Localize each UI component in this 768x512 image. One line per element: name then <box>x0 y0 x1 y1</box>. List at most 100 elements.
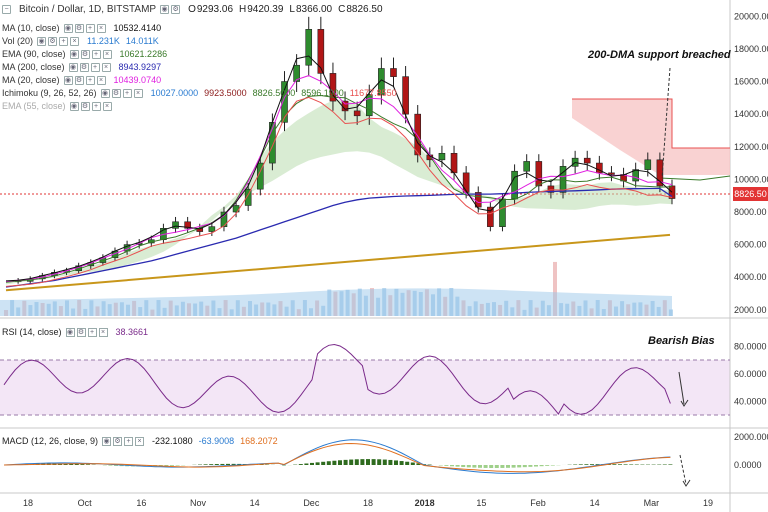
indicator-label: EMA (90, close) <box>2 49 66 59</box>
current-price-tag: 8826.50 <box>733 187 768 201</box>
eye-icon[interactable]: ◉ <box>100 89 110 98</box>
ichimoku-span-a <box>659 175 731 181</box>
price-axis-label: 16000.00 <box>734 77 768 87</box>
macd-histogram-bar <box>511 465 516 468</box>
candle-body <box>172 221 179 229</box>
indicator-row[interactable]: Vol (20) ◉ ⚙ + × 11.231K 14.011K <box>2 35 403 48</box>
indicator-value: 10439.0740 <box>113 75 162 85</box>
close-icon[interactable]: × <box>133 89 143 98</box>
macd-histogram-bar <box>668 464 673 465</box>
close-icon[interactable]: × <box>96 24 106 33</box>
ichimoku-base-line <box>5 96 673 287</box>
plus-icon[interactable]: + <box>90 63 100 72</box>
close-icon[interactable]: × <box>102 102 112 111</box>
eye-icon[interactable]: ◉ <box>65 327 75 337</box>
rsi-axis-label: 80.0000 <box>734 341 767 351</box>
plus-icon[interactable]: + <box>59 37 69 46</box>
close-icon[interactable]: × <box>98 327 108 337</box>
close-icon[interactable]: × <box>101 63 111 72</box>
time-axis-label: 2018 <box>415 498 435 508</box>
plus-icon[interactable]: + <box>124 436 134 446</box>
macd-lines <box>3 439 673 474</box>
rsi-path <box>3 343 671 415</box>
indicator-row[interactable]: Ichimoku (9, 26, 52, 26) ◉ ⚙ + × 10027.0000 99… <box>2 87 403 100</box>
eye-icon[interactable]: ◉ <box>69 102 79 111</box>
settings-icon[interactable]: ⚙ <box>80 50 90 59</box>
settings-icon[interactable]: ⚙ <box>80 102 90 111</box>
settings-icon[interactable]: ⚙ <box>76 327 86 337</box>
candle-body <box>523 161 530 172</box>
macd-histogram-bar <box>578 464 583 465</box>
settings-icon[interactable]: ⚙ <box>171 5 181 14</box>
plus-icon[interactable]: + <box>85 76 95 85</box>
plus-icon[interactable]: + <box>85 24 95 33</box>
price-axis-label: 6000.00 <box>734 240 767 250</box>
rsi-label: RSI (14, close) <box>2 327 62 337</box>
eye-icon[interactable]: ◉ <box>68 63 78 72</box>
macd-histogram-bar <box>612 464 617 465</box>
macd-histogram-bar <box>545 465 550 466</box>
indicator-row[interactable]: MA (10, close) ◉ ⚙ + × 10532.4140 <box>2 22 403 35</box>
macd-histogram-bar <box>494 465 499 469</box>
rsi-legend: RSI (14, close) ◉ ⚙ + × 38.3661 <box>2 327 148 337</box>
indicator-label: MA (20, close) <box>2 75 60 85</box>
indicator-row[interactable]: MA (20, close) ◉ ⚙ + × 10439.0740 <box>2 74 403 87</box>
close-icon[interactable]: × <box>96 76 106 85</box>
macd-value-2: -63.9008 <box>198 436 235 446</box>
settings-icon[interactable]: ⚙ <box>113 436 123 446</box>
settings-icon[interactable]: ⚙ <box>48 37 58 46</box>
candle-body <box>608 172 615 175</box>
price-axis-label: 4000.00 <box>734 272 767 282</box>
macd-histogram-bar <box>450 465 454 467</box>
candle-body <box>559 166 567 193</box>
macd-histogram-bar <box>444 465 449 466</box>
macd-histogram-bar <box>326 461 331 465</box>
macd-histogram-bar <box>304 463 309 465</box>
macd-histogram-bar <box>259 464 264 465</box>
plus-icon[interactable]: + <box>91 50 101 59</box>
macd-histogram-bar <box>506 465 510 468</box>
indicator-row[interactable]: EMA (55, close) ◉ ⚙ + × <box>2 100 403 113</box>
close-icon[interactable]: × <box>70 37 80 46</box>
eye-icon[interactable]: ◉ <box>160 5 170 14</box>
settings-icon[interactable]: ⚙ <box>74 24 84 33</box>
settings-icon[interactable]: ⚙ <box>111 89 121 98</box>
macd-histogram-bar <box>237 463 242 465</box>
eye-icon[interactable]: ◉ <box>69 50 79 59</box>
plus-icon[interactable]: + <box>87 327 97 337</box>
eye-icon[interactable]: ◉ <box>63 24 73 33</box>
eye-icon[interactable]: ◉ <box>102 436 112 446</box>
macd-histogram-bar <box>209 464 214 465</box>
high-value: 9420.39 <box>247 4 284 15</box>
macd-histogram-bar <box>315 462 320 465</box>
eye-icon[interactable]: ◉ <box>63 76 73 85</box>
indicator-controls: ◉ ⚙ + × <box>100 89 145 98</box>
macd-histogram-bar <box>472 465 477 468</box>
plus-icon[interactable]: + <box>122 89 132 98</box>
macd-histogram-bar <box>214 464 219 465</box>
candle-body <box>656 159 664 187</box>
plus-icon[interactable]: + <box>91 102 101 111</box>
candle-body <box>596 162 603 174</box>
candle-body <box>414 113 422 156</box>
settings-icon[interactable]: ⚙ <box>74 76 84 85</box>
macd-histogram-bar <box>298 464 303 465</box>
macd-histogram-bar <box>220 463 225 465</box>
close-icon[interactable]: × <box>135 436 145 446</box>
close-icon[interactable]: × <box>102 50 112 59</box>
settings-icon[interactable]: ⚙ <box>79 63 89 72</box>
indicator-label: EMA (55, close) <box>2 101 66 111</box>
macd-histogram-bar <box>231 463 236 465</box>
indicator-row[interactable]: MA (200, close) ◉ ⚙ + × 8943.9297 <box>2 61 403 74</box>
ma20-line <box>5 75 673 282</box>
macd-histogram-bar <box>528 465 533 467</box>
collapse-legend-button[interactable]: − <box>2 5 13 14</box>
eye-icon[interactable]: ◉ <box>37 37 47 46</box>
macd-histogram-bar <box>629 464 634 465</box>
candle-body <box>511 170 518 200</box>
macd-axis-label: 0.0000 <box>734 460 762 470</box>
minus-icon[interactable]: − <box>2 5 11 14</box>
macd-histogram-bar <box>461 465 466 468</box>
indicator-row[interactable]: EMA (90, close) ◉ ⚙ + × 10621.2286 <box>2 48 403 61</box>
